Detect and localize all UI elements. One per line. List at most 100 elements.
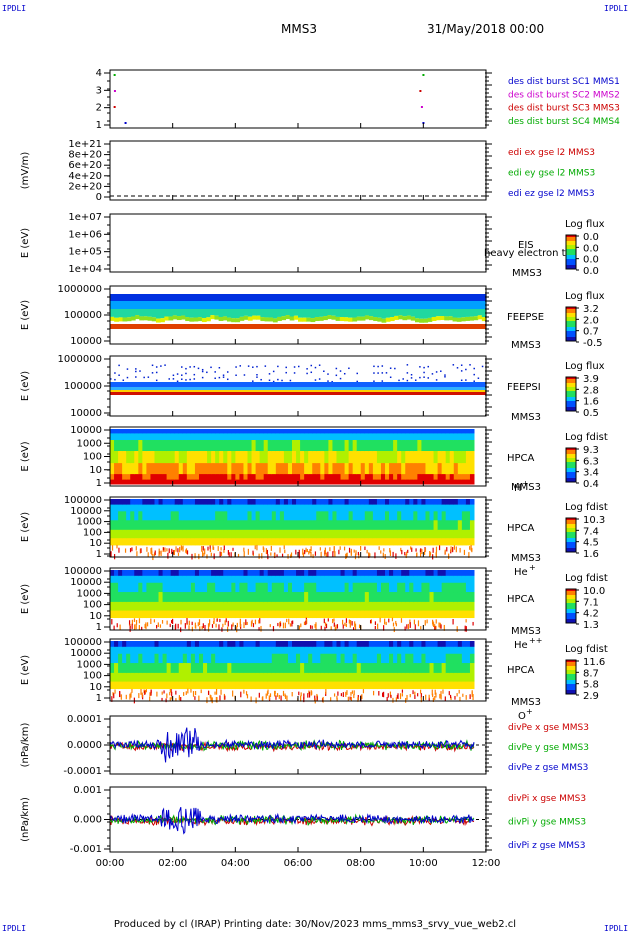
spectrogram-cell	[231, 463, 236, 475]
spectrogram-cell	[263, 499, 269, 506]
spectrogram-cell	[283, 570, 289, 577]
spectrogram-speck	[118, 547, 120, 553]
spectrogram-cell	[369, 294, 374, 301]
spectrogram-cell	[158, 504, 164, 512]
spectrogram-cell	[247, 316, 253, 321]
spectrogram-cell	[255, 582, 261, 593]
spectrogram-cell	[360, 392, 366, 395]
spectrogram-cell	[302, 392, 307, 395]
spectrogram-cell	[110, 672, 115, 683]
spectrogram-cell	[158, 582, 164, 593]
spectrogram-cell	[292, 538, 297, 546]
spectrogram-cell	[433, 570, 439, 577]
spectrogram-cell	[166, 474, 172, 481]
spectrogram-cell	[402, 309, 408, 317]
spectrogram-cell	[405, 433, 410, 441]
spectrogram-speck	[345, 623, 347, 628]
spectrogram-cell	[267, 646, 273, 655]
spectrogram-cell	[437, 653, 443, 664]
spectrogram-cell	[231, 387, 236, 390]
spectrogram-cell	[268, 294, 274, 301]
spectrogram-cell	[308, 653, 313, 664]
colorbar-segment	[566, 621, 576, 624]
spectrogram-cell	[226, 324, 232, 329]
spectrogram-cell	[445, 641, 451, 648]
spectrogram-cell	[308, 582, 313, 593]
spectrogram-speck	[329, 547, 331, 552]
spectrogram-cell	[469, 641, 475, 648]
spectrogram-cell	[360, 324, 366, 329]
spectrogram-cell	[178, 479, 184, 485]
spectrogram-dot	[135, 368, 137, 370]
spectrogram-cell	[340, 582, 346, 593]
spectrogram-cell	[296, 504, 301, 512]
spectrogram-cell	[469, 429, 475, 434]
spectrogram-cell	[318, 392, 324, 395]
spectrogram-cell	[263, 529, 269, 539]
y-tick-label: 1	[96, 549, 102, 560]
spectrogram-cell	[335, 301, 341, 309]
spectrogram-cell	[364, 610, 370, 619]
spectrogram-cell	[203, 429, 208, 434]
spectrogram-dot	[406, 364, 409, 366]
spectrogram-cell	[409, 529, 414, 539]
spectrogram-cell	[146, 504, 151, 512]
spectrogram-cell	[316, 653, 321, 664]
spectrogram-cell	[421, 582, 426, 593]
spectrogram-cell	[312, 570, 317, 577]
colorbar-segment	[566, 692, 576, 695]
spectrogram-cell	[469, 681, 475, 690]
spectrogram-cell	[372, 575, 378, 584]
spectrogram-cell	[320, 570, 325, 577]
spectrogram-cell	[312, 592, 317, 603]
spectrogram-cell	[449, 601, 455, 612]
spectrogram-cell	[445, 479, 451, 485]
spectrogram-cell	[320, 681, 325, 690]
spectrogram-cell	[150, 433, 155, 441]
spectrogram-speck	[265, 693, 267, 699]
spectrogram-cell	[433, 520, 439, 531]
spectrogram-cell	[368, 582, 374, 593]
spectrogram-speck	[269, 693, 272, 698]
spectrogram-cell	[352, 538, 358, 546]
spectrogram-cell	[417, 672, 422, 683]
spectrogram-cell	[340, 646, 346, 655]
spectrogram-cell	[247, 429, 253, 434]
spectrogram-cell	[385, 317, 391, 322]
spectrogram-speck	[332, 551, 334, 557]
spectrogram-cell	[340, 610, 346, 619]
spectrogram-cell	[340, 520, 346, 531]
spectrogram-dot	[419, 366, 421, 368]
spectrogram-cell	[166, 610, 172, 619]
spectrogram-cell	[441, 520, 447, 531]
spectrogram-dot	[402, 378, 404, 380]
spectrogram-speck	[332, 618, 334, 624]
spectrogram-dot	[343, 372, 346, 375]
spectrogram-cell	[271, 451, 277, 464]
spectrogram-cell	[263, 601, 269, 612]
spectrogram-cell	[178, 474, 184, 481]
spectrogram-cell	[170, 433, 176, 441]
spectrogram-cell	[151, 301, 157, 309]
spectrogram-speck	[141, 692, 143, 698]
spectrogram-cell	[110, 474, 115, 481]
spectrogram-cell	[126, 392, 132, 395]
spectrogram-cell	[219, 474, 224, 481]
spectrogram-dot	[151, 372, 154, 374]
spectrogram-cell	[292, 653, 297, 664]
spectrogram-cell	[457, 582, 463, 593]
spectrogram-speck	[246, 621, 248, 625]
spectrogram-speck	[300, 695, 302, 702]
instrument-label: MMS3	[511, 553, 541, 564]
spectrogram-cell	[223, 653, 228, 664]
spectrogram-cell	[393, 570, 398, 577]
spectrogram-cell	[243, 301, 249, 309]
spectrogram-speck	[180, 545, 182, 551]
spectrogram-cell	[268, 387, 274, 390]
colorbar-segment	[566, 520, 576, 523]
spectrogram-cell	[308, 499, 313, 506]
colorbar-segment	[566, 676, 576, 679]
spectrogram-speck	[311, 625, 313, 629]
spectrogram-cell	[469, 463, 475, 475]
spectrogram-cell	[380, 463, 386, 475]
